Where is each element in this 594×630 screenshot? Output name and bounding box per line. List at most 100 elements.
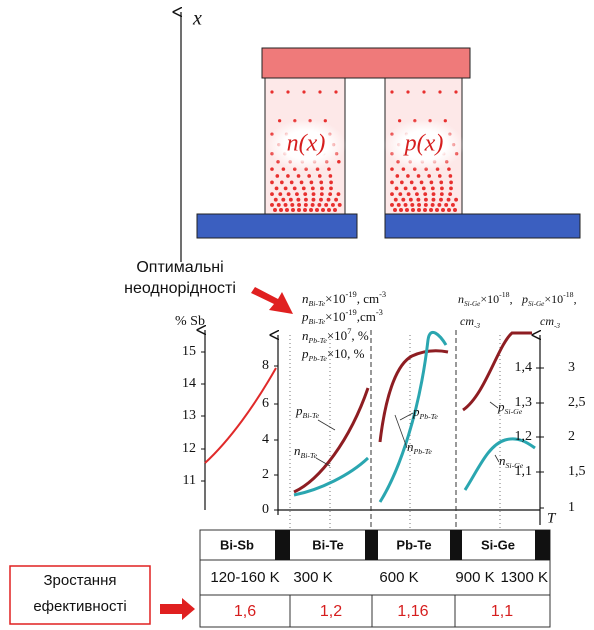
carrier-dot (312, 198, 316, 202)
unit-text: cm-3 (540, 314, 560, 330)
carrier-dot (319, 198, 323, 202)
tick-label: 2 (568, 429, 575, 444)
carrier-dot (303, 208, 307, 212)
carrier-dot (431, 187, 435, 191)
legend-text-part: , % (351, 328, 369, 343)
material: Bi-Te (312, 537, 344, 552)
unit-text-part: -3 (474, 322, 480, 330)
curve-label: nPb-Te (407, 439, 432, 456)
carrier-dot (328, 192, 332, 196)
legend-text-part: -19 (345, 289, 356, 299)
carrier-dot (273, 208, 277, 212)
schematic: x n(x) p(x) (181, 8, 580, 262)
legend-text: pBi-Te×10-19,cm-3 (301, 307, 383, 326)
x-axis-label: x (192, 8, 202, 30)
tick-label: 2 (262, 467, 269, 482)
carrier-dot (438, 174, 442, 178)
tick-label: 8 (262, 358, 269, 373)
carrier-dot (329, 174, 333, 178)
legend-text-part: ,cm (357, 309, 376, 324)
tick-label: 13 (182, 408, 196, 423)
curve (294, 458, 368, 495)
carrier-dot (338, 203, 342, 207)
sb-axis-label: % Sb (175, 314, 205, 329)
hot-bar (262, 48, 470, 78)
carrier-dot (290, 181, 294, 185)
carrier-dot (449, 187, 453, 191)
carrier-dot (431, 203, 435, 207)
arrow (251, 287, 293, 314)
curve (294, 388, 368, 492)
legend-text-part: , (510, 292, 513, 306)
carrier-dot (390, 192, 394, 196)
carrier-dot (290, 203, 294, 207)
legend-text-part: Bi-Te (309, 317, 326, 326)
material: Bi-Sb (220, 537, 254, 552)
carrier-dot (295, 192, 299, 196)
carrier-dot (406, 174, 410, 178)
carrier-dot (333, 208, 337, 212)
carrier-dot (449, 181, 453, 185)
legend-text-part: , cm (357, 291, 379, 306)
carrier-dot (427, 174, 431, 178)
carrier-dot (410, 203, 414, 207)
carrier-dot (334, 90, 337, 93)
carrier-dot (448, 192, 452, 196)
curve-label: nBi-Te (294, 443, 318, 460)
legend-text-part: ×10 (327, 328, 347, 343)
curve-label: pPb-Te (412, 404, 438, 421)
carrier-dot (320, 187, 324, 191)
tick-label: 2,5 (568, 395, 586, 410)
carrier-dot (282, 167, 286, 171)
carrier-dot (309, 208, 313, 212)
legend-text-part: ×10, % (327, 346, 365, 361)
curve-label-part: Si-Ge (505, 407, 523, 416)
legend-text-part: -19 (345, 307, 356, 317)
carrier-dot (270, 90, 273, 93)
carrier-dot (315, 208, 319, 212)
carrier-dot (422, 187, 426, 191)
legend-text-part: -3 (376, 307, 383, 317)
carrier-dot (274, 198, 278, 202)
n-label: n(x) (287, 131, 326, 157)
carrier-dot (319, 181, 323, 185)
carrier-dot (302, 187, 306, 191)
carrier-dot (302, 90, 305, 93)
carrier-dot (390, 203, 394, 207)
carrier-dot (441, 208, 445, 212)
carrier-dot (310, 181, 314, 185)
carrier-dot (423, 192, 427, 196)
carrier-dot (300, 181, 304, 185)
carrier-dot (304, 203, 308, 207)
carrier-dot (278, 192, 282, 196)
tick-label: 15 (182, 344, 196, 359)
annotation: неоднорідності (124, 280, 236, 297)
arrow (160, 598, 195, 620)
curve-label-part: Pb-Te (419, 412, 439, 421)
carrier-dot (289, 198, 293, 202)
carrier-dot (402, 167, 406, 171)
carrier-dot (406, 90, 409, 93)
tick-label: 1,2 (515, 429, 533, 444)
legend-text-part: -18 (499, 290, 509, 299)
carrier-dot (297, 208, 301, 212)
carrier-dot (285, 208, 289, 212)
carrier-dot (395, 187, 399, 191)
carrier-dot (439, 198, 443, 202)
legend-text-part: -3 (379, 289, 386, 299)
carrier-dot (451, 203, 455, 207)
carrier-dot (453, 208, 457, 212)
carrier-dot (296, 198, 300, 202)
curve (380, 351, 448, 442)
carrier-dot (449, 174, 453, 178)
carrier-dot (311, 203, 315, 207)
carrier-dot (400, 181, 404, 185)
carrier-dot (318, 90, 321, 93)
leader (400, 413, 413, 420)
carrier-dot (312, 192, 316, 196)
carrier-dot (424, 203, 428, 207)
carrier-dot (422, 90, 425, 93)
carrier-dot (410, 181, 414, 185)
legend-text-part: Si-Ge (464, 300, 481, 308)
carrier-dot (327, 198, 331, 202)
